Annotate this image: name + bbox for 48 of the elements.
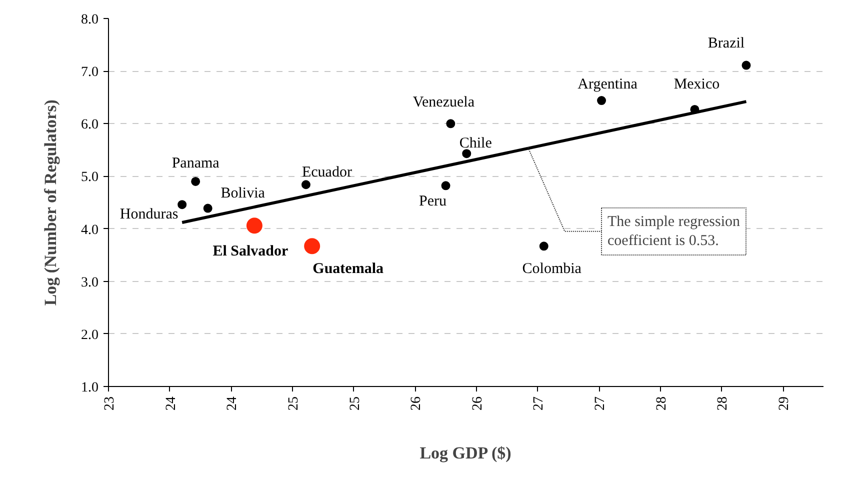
y-tick-label: 7.0: [81, 65, 98, 80]
annotation: Chile: [459, 136, 492, 152]
point: [441, 181, 450, 190]
y-tick-label: 2.0: [81, 328, 98, 343]
x-tick-label: 24: [164, 396, 179, 410]
point: [301, 180, 310, 190]
annotation: Ecuador: [302, 164, 352, 181]
x-tick-label: 26: [470, 396, 486, 410]
point: [191, 176, 200, 186]
x-tick-label: 25: [286, 396, 302, 410]
annotation: Honduras: [120, 206, 178, 223]
annotation: Bolivia: [220, 185, 266, 202]
point: [539, 242, 548, 251]
annotation: Guatemala: [312, 261, 384, 278]
annotation: The simple regression coefficient is 0.53.: [608, 214, 740, 250]
point: [462, 149, 472, 158]
x-tick-label: 27: [532, 396, 547, 410]
x-tick-label: 26: [409, 396, 424, 410]
point: [742, 60, 751, 70]
x-tick-label: 28: [654, 396, 670, 410]
x-tick-label: 24: [225, 396, 240, 410]
point: [597, 96, 606, 106]
y-tick-label: 1.0: [81, 380, 98, 396]
point: [203, 204, 212, 213]
annotation: El Salvador: [212, 244, 288, 260]
y-tick-label: 3.0: [81, 275, 98, 290]
annotation: Venezuela: [412, 94, 475, 111]
y-tick-label: 6.0: [81, 118, 98, 133]
y-tick-label: 5.0: [81, 170, 98, 186]
point: [446, 119, 456, 128]
x-tick-label: 28: [716, 396, 731, 410]
annotation: Argentina: [578, 76, 638, 93]
y-tick-label: 4.0: [81, 222, 98, 238]
point: [178, 200, 187, 210]
y-tick-label: 8.0: [81, 12, 98, 28]
annotation: Colombia: [522, 261, 582, 278]
x-tick-label: 25: [348, 396, 363, 410]
annotation: Peru: [419, 194, 448, 210]
annotation: Panama: [172, 155, 220, 172]
x-axis-title: Log GDP ($): [420, 444, 512, 462]
annotation: Mexico: [674, 76, 720, 92]
x-tick-label: 27: [593, 396, 608, 410]
point: [246, 218, 262, 234]
point: [304, 238, 320, 254]
annotation: Brazil: [708, 35, 745, 52]
x-tick-label: 23: [102, 396, 118, 410]
y-axis-title: Log (Number of Regulators): [41, 100, 60, 306]
x-tick-label: 29: [777, 396, 792, 410]
